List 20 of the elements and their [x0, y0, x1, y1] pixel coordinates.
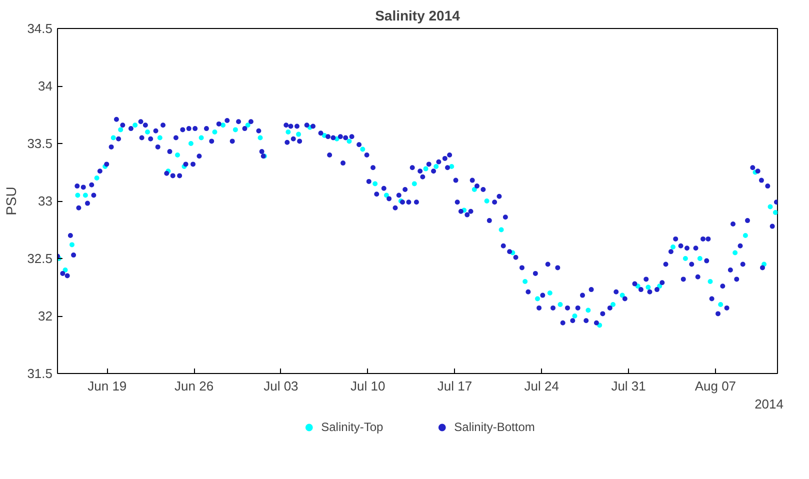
text: 2014: [754, 396, 784, 412]
y-tick-label: 32: [38, 308, 53, 324]
chart-title: Salinity 2014: [375, 8, 460, 24]
y-tick-label: 31.5: [27, 366, 53, 381]
y-tick-label: 32.5: [27, 251, 53, 266]
x-tick-label: Jun 19: [88, 378, 127, 394]
x-tick-label: Jul 10: [350, 378, 386, 394]
y-tick-label: 33.5: [27, 136, 53, 151]
x-tick-label: Jul 31: [611, 378, 646, 394]
y-tick-label: 33: [38, 194, 53, 208]
legend-label: Salinity-Top: [321, 420, 384, 434]
y-tick-label: 34.5: [27, 21, 53, 36]
y-axis-title: PSU: [3, 186, 20, 216]
x-tick-label: Jul 03: [264, 378, 298, 394]
x-tick-label: Jul 17: [437, 378, 472, 394]
x-tick-label: Aug 07: [694, 378, 736, 394]
legend-label: Salinity-Bottom: [454, 420, 535, 434]
x-tick-label: Jun 26: [174, 378, 214, 394]
x-tick-label: Jul 24: [524, 378, 559, 394]
y-tick-label: 34: [38, 78, 53, 94]
